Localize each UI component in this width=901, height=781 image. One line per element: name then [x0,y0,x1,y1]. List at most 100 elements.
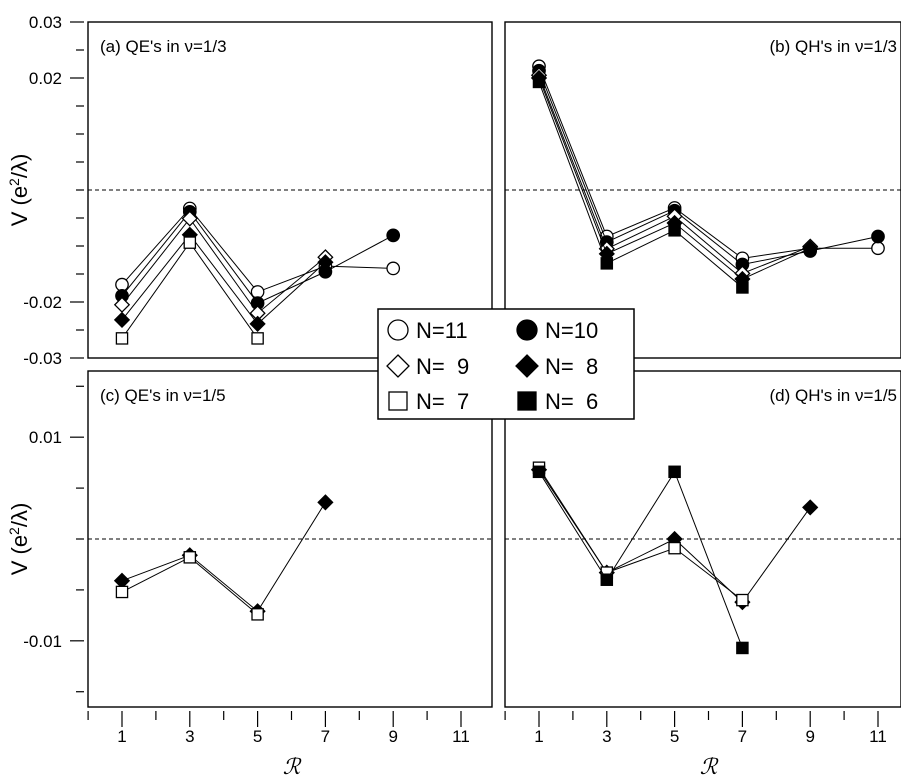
legend-marker [386,354,410,378]
x-tick-label: 9 [805,727,814,746]
legend-entry: N= 8 [515,354,598,379]
series-line [121,556,258,615]
x-tick-label: 3 [185,727,194,746]
data-point [668,541,681,555]
panel-c: (c) QE's in ν=1/5 [87,370,493,708]
data-point [600,573,614,586]
series-N-10 [532,63,885,272]
series-N-7 [115,551,264,621]
legend-label: N= 9 [416,354,469,379]
data-point [532,75,546,89]
series-N-7 [532,461,749,607]
y-tick-label: 0.01 [29,428,62,447]
series-N-8 [113,226,334,332]
legend-label: N= 8 [545,354,598,379]
data-point [802,499,819,516]
panel-title: (a) QE's in ν=1/3 [100,37,227,56]
data-point [113,311,131,329]
legend-marker [387,319,409,341]
y-tick-label: 0.03 [29,13,62,32]
panel-b: (b) QH's in ν=1/3 [504,21,901,359]
series-N-6 [532,465,749,655]
x-tick-label: 3 [602,727,611,746]
data-point [736,593,749,607]
legend-entry: N= 7 [388,389,469,414]
data-point [249,315,266,332]
x-tick-label: 5 [670,727,679,746]
x-tick-label: 1 [117,727,126,746]
x-tick-label: 7 [321,727,330,746]
legend-marker [516,319,538,341]
data-point [736,641,749,655]
series-line [121,217,326,314]
data-point [802,240,819,257]
data-point [115,332,129,345]
data-point [317,254,334,271]
panel-title: (b) QH's in ν=1/3 [770,37,897,56]
series-line [538,470,743,649]
series-N-8 [530,461,819,611]
data-point [532,465,546,479]
axes-layer: 1 3 5 7 9 11 ℛ 1 3 5 7 9 11 ℛ 0.03 0.02 -0.02 -0.03 V (e2/… [6,13,887,780]
series-line [538,66,878,259]
panels-layer: (a) QE's in ν=1/3 (b) QH's in ν=1/3 (c) QE… [87,21,901,708]
data-point [115,277,129,292]
x-tick-label: 5 [253,727,262,746]
y-axis-label: V (e2/λ) [6,154,32,227]
series-line [538,467,743,601]
data-point [668,465,681,479]
data-point [871,229,885,244]
data-point [386,228,401,243]
legend-box [377,308,635,420]
data-point [183,551,197,564]
x-axis-label: ℛ [700,755,719,780]
legend-marker [515,354,539,378]
series-line [121,207,394,293]
data-point [386,261,401,276]
panel-title: (c) QE's in ν=1/5 [100,386,226,405]
x-axis-label: ℛ [283,755,302,780]
x-tick-label: 9 [388,727,397,746]
data-point [250,285,265,299]
series-N-7 [115,236,264,345]
y-tick-label: -0.01 [23,632,62,651]
data-point [115,585,129,599]
y-axis-label: V (e2/λ) [6,503,32,576]
x-tick-label: 11 [452,727,470,746]
series-N-8 [113,494,334,620]
y-tick-label: -0.02 [23,293,62,312]
legend-label: N= 6 [545,389,598,414]
x-tick-label: 11 [869,727,887,746]
y-tick-label: -0.03 [23,349,62,368]
data-point [317,494,334,511]
legend-entry: N= 9 [386,354,469,379]
legend-entry: N=11 [387,318,468,343]
data-point [251,332,264,345]
x-tick-label: 7 [738,727,747,746]
data-point [736,281,749,294]
y-tick-label: 0.02 [29,69,62,88]
panel-title: (d) QH's in ν=1/5 [770,386,897,405]
panel-a: (a) QE's in ν=1/3 [87,21,493,359]
series-line [121,241,259,339]
legend-entry: N=10 [516,318,598,343]
legend-entry: N= 6 [517,389,598,414]
series-N-6 [532,75,749,294]
x-tick-label: 1 [534,727,543,746]
series-line [538,81,743,288]
data-point [183,236,197,249]
data-point [181,210,198,227]
legend-label: N=10 [545,318,598,343]
data-point [251,608,264,621]
series-N-9 [113,210,334,322]
data-point [668,224,681,237]
data-point [871,241,885,256]
series-line [121,502,326,613]
panel-d: (d) QH's in ν=1/5 [504,370,901,708]
legend: N=11 N=10 N= 9 N= 8 N= 7 N= 6 [377,308,635,420]
series-line [121,233,326,325]
legend-label: N= 7 [416,389,469,414]
series-N-9 [530,67,819,282]
legend-label: N=11 [416,318,468,343]
